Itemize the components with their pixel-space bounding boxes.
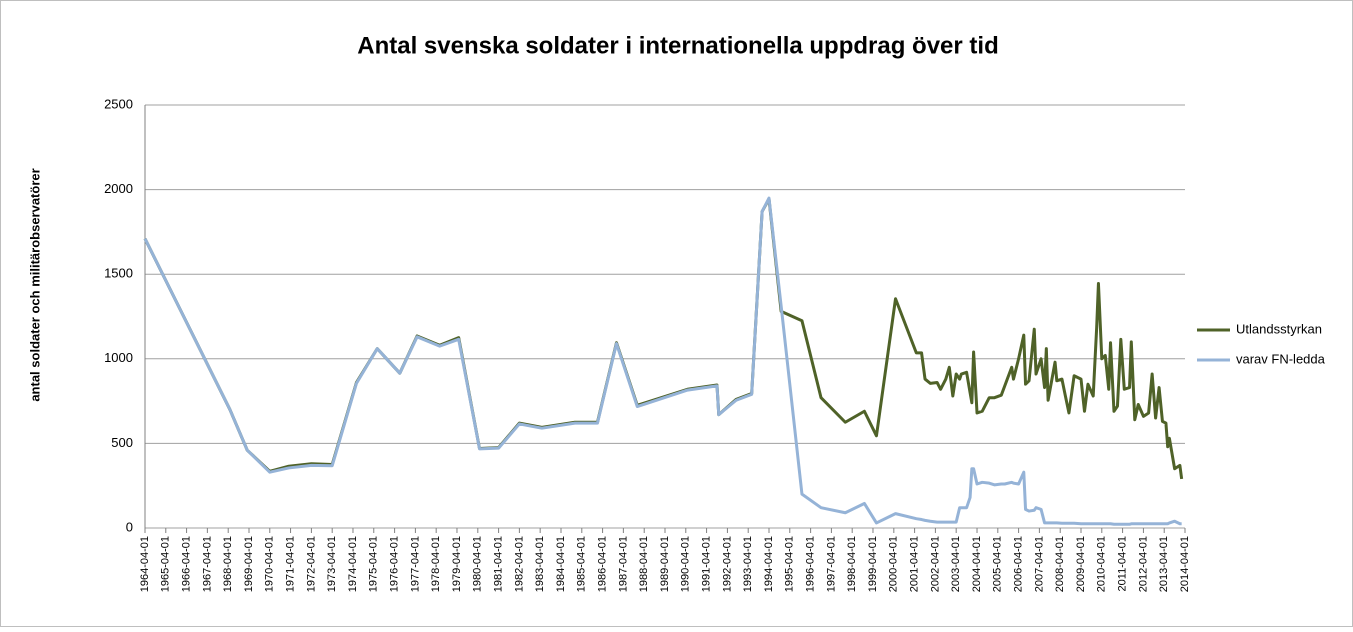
x-tick-label: 1965-04-01 [160,536,172,592]
x-tick-label: 1981-04-01 [493,536,505,592]
y-axis-label: antal soldater och militärobservatörer [27,168,42,401]
x-tick-label: 1982-04-01 [513,536,525,592]
x-tick-label: 1975-04-01 [368,536,380,592]
x-tick-label: 1973-04-01 [326,536,338,592]
x-tick-label: 2008-04-01 [1054,536,1066,592]
y-tick-label: 2500 [104,96,133,111]
x-tick-label: 1980-04-01 [472,536,484,592]
y-tick-label: 500 [111,435,133,450]
x-tick-label: 1985-04-01 [576,536,588,592]
x-tick-label: 2006-04-01 [1013,536,1025,592]
x-tick-label: 2011-04-01 [1116,536,1128,591]
x-tick-label: 1978-04-01 [430,536,442,592]
x-tick-label: 2013-04-01 [1158,536,1170,592]
chart-title: Antal svenska soldater i internationella… [357,32,998,59]
x-tick-label: 1971-04-01 [284,536,296,592]
x-tick-label: 1972-04-01 [305,536,317,592]
x-tick-label: 2012-04-01 [1137,536,1149,592]
legend-label: Utlandsstyrkan [1236,321,1322,336]
x-tick-label: 1966-04-01 [180,536,192,592]
x-tick-label: 2007-04-01 [1033,536,1045,592]
x-tick-label: 1992-04-01 [721,536,733,592]
y-tick-label: 1000 [104,350,133,365]
x-tick-label: 1993-04-01 [742,536,754,592]
x-tick-label: 2001-04-01 [909,536,921,592]
x-tick-label: 1968-04-01 [222,536,234,592]
x-tick-label: 1977-04-01 [409,536,421,592]
x-tick-label: 1997-04-01 [825,536,837,592]
y-tick-label: 2000 [104,181,133,196]
x-tick-label: 2003-04-01 [950,536,962,592]
x-tick-label: 1983-04-01 [534,536,546,592]
x-tick-label: 2009-04-01 [1075,536,1087,592]
x-tick-label: 1989-04-01 [659,536,671,592]
legend-label: varav FN-ledda [1236,351,1326,366]
x-tick-label: 1988-04-01 [638,536,650,592]
x-tick-label: 2000-04-01 [888,536,900,592]
x-tick-label: 1964-04-01 [139,536,151,592]
x-tick-label: 1996-04-01 [805,536,817,592]
x-tick-label: 2014-04-01 [1179,536,1191,592]
x-tick-label: 1994-04-01 [763,536,775,592]
x-tick-label: 1974-04-01 [347,536,359,592]
x-tick-label: 1967-04-01 [201,536,213,592]
x-tick-label: 1979-04-01 [451,536,463,592]
x-tick-label: 2010-04-01 [1096,536,1108,592]
x-tick-label: 1984-04-01 [555,536,567,592]
x-tick-label: 2002-04-01 [929,536,941,592]
x-tick-label: 1998-04-01 [846,536,858,592]
x-tick-label: 1970-04-01 [264,536,276,592]
x-tick-label: 2004-04-01 [971,536,983,592]
x-tick-label: 1991-04-01 [700,536,712,592]
x-tick-label: 1976-04-01 [389,536,401,592]
x-tick-label: 1999-04-01 [867,536,879,592]
y-tick-label: 1500 [104,266,133,281]
series-line [143,196,1182,526]
x-tick-label: 2005-04-01 [992,536,1004,592]
x-tick-label: 1986-04-01 [596,536,608,592]
x-tick-label: 1990-04-01 [680,536,692,592]
x-tick-label: 1969-04-01 [243,536,255,592]
x-tick-label: 1995-04-01 [784,536,796,592]
x-tick-label: 1987-04-01 [617,536,629,592]
y-tick-label: 0 [126,519,133,534]
